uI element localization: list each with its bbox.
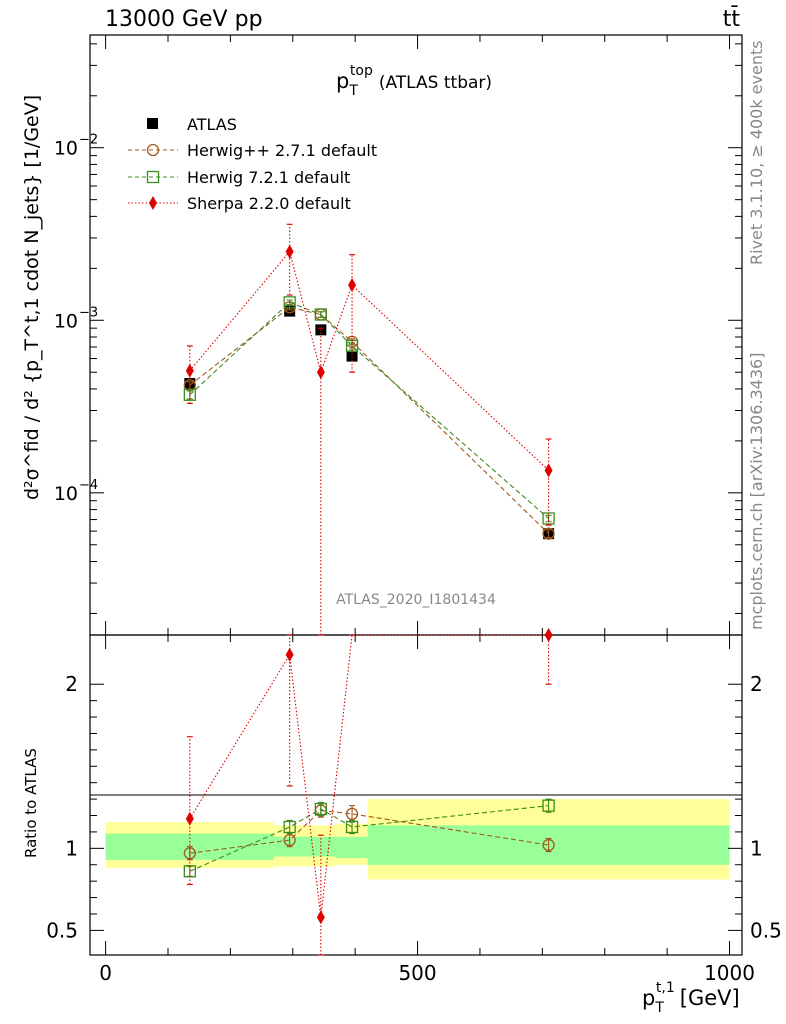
plot-title: pTtop(ATLAS ttbar) [336,63,492,99]
y-tick-exponent: −2 [79,133,98,148]
herwig7-ratio-point [314,802,328,816]
herwig7-ratio-point [345,820,359,834]
y-axis-label-ratio: Ratio to ATLAS [22,748,40,858]
y-tick-label: 10 [54,483,78,505]
legend-herwigpp-marker [146,143,160,157]
sherpa-ratio-point [285,647,294,662]
rivet-label: Rivet 3.1.10, ≥ 400k events [747,40,766,265]
atlas-point [346,350,358,362]
herwigpp-line [189,306,549,535]
mcplots-label: mcplots.cern.ch [arXiv:1306.3436] [747,353,766,630]
ratio-tick-label: 2 [65,672,78,696]
legend-atlas-marker [147,118,158,129]
herwigpp-point [542,527,555,540]
herwig7-ratio-point [542,799,555,812]
legend-entry-atlas: ATLAS [147,115,237,134]
sherpa-ratio-point [316,910,325,925]
legend-herwig7-label: Herwig 7.2.1 default [187,168,350,187]
x-tick-label: 0 [99,961,112,985]
header-left: 13000 GeV pp [105,7,263,32]
herwigpp-ratio-line [189,810,549,854]
legend-entry-sherpa: Sherpa 2.2.0 default [128,194,351,213]
ratio-tick-label: 0.5 [46,918,78,942]
header-right: tt̄ [723,6,741,32]
herwig7-point [314,308,328,321]
y-tick-exponent: −4 [79,478,98,493]
y-tick-label: 10 [54,138,78,160]
x-tick-label: 1000 [704,961,755,985]
legend-entry-herwig7: Herwig 7.2.1 default [128,168,350,187]
ratio-band-inner [336,836,368,859]
legend-sherpa-label: Sherpa 2.2.0 default [187,194,351,213]
legend: ATLAS Herwig++ 2.7.1 default Herwig 7.2.… [128,115,377,213]
x-axis-label: pTt,1 [GeV] [642,980,740,1016]
legend-atlas-label: ATLAS [187,115,237,134]
legend-entry-herwigpp: Herwig++ 2.7.1 default [128,141,377,160]
herwigpp-ratio-point [345,807,359,821]
legend-herwig7-marker [146,170,160,184]
ratio-tick-label-right: 0.5 [750,918,782,942]
herwig7-point [283,296,296,309]
ratio-tick-label-right: 1 [750,836,763,860]
herwig7-line [189,301,549,519]
sherpa-point [544,463,553,478]
ratio-tick-label-right: 2 [750,672,763,696]
y-axis-label-main: d²σ^fid / d² {p_T^t,1 cdot N_jets} [1/Ge… [21,95,43,500]
ratio-tick-label: 1 [65,836,78,860]
legend-herwigpp-label: Herwig++ 2.7.1 default [187,141,377,160]
x-tick-label: 500 [398,961,436,985]
legend-sherpa-marker [149,196,157,210]
atlas-point [284,305,296,317]
herwigpp-ratio-point [283,833,296,847]
y-tick-label: 10 [54,310,78,332]
sherpa-point [348,278,357,293]
herwigpp-ratio-point [542,838,555,852]
herwig7-ratio-point [283,820,296,834]
sherpa-point [316,365,325,380]
sherpa-ratio-point [185,811,194,826]
ratio-band-inner [305,836,337,857]
analysis-watermark: ATLAS_2020_I1801434 [336,592,496,608]
y-tick-exponent: −3 [79,305,98,320]
ratio-series [183,628,555,956]
main-series [183,223,555,636]
sherpa-point [285,244,294,259]
sherpa-ratio-point [544,628,553,642]
sherpa-point [185,363,194,378]
